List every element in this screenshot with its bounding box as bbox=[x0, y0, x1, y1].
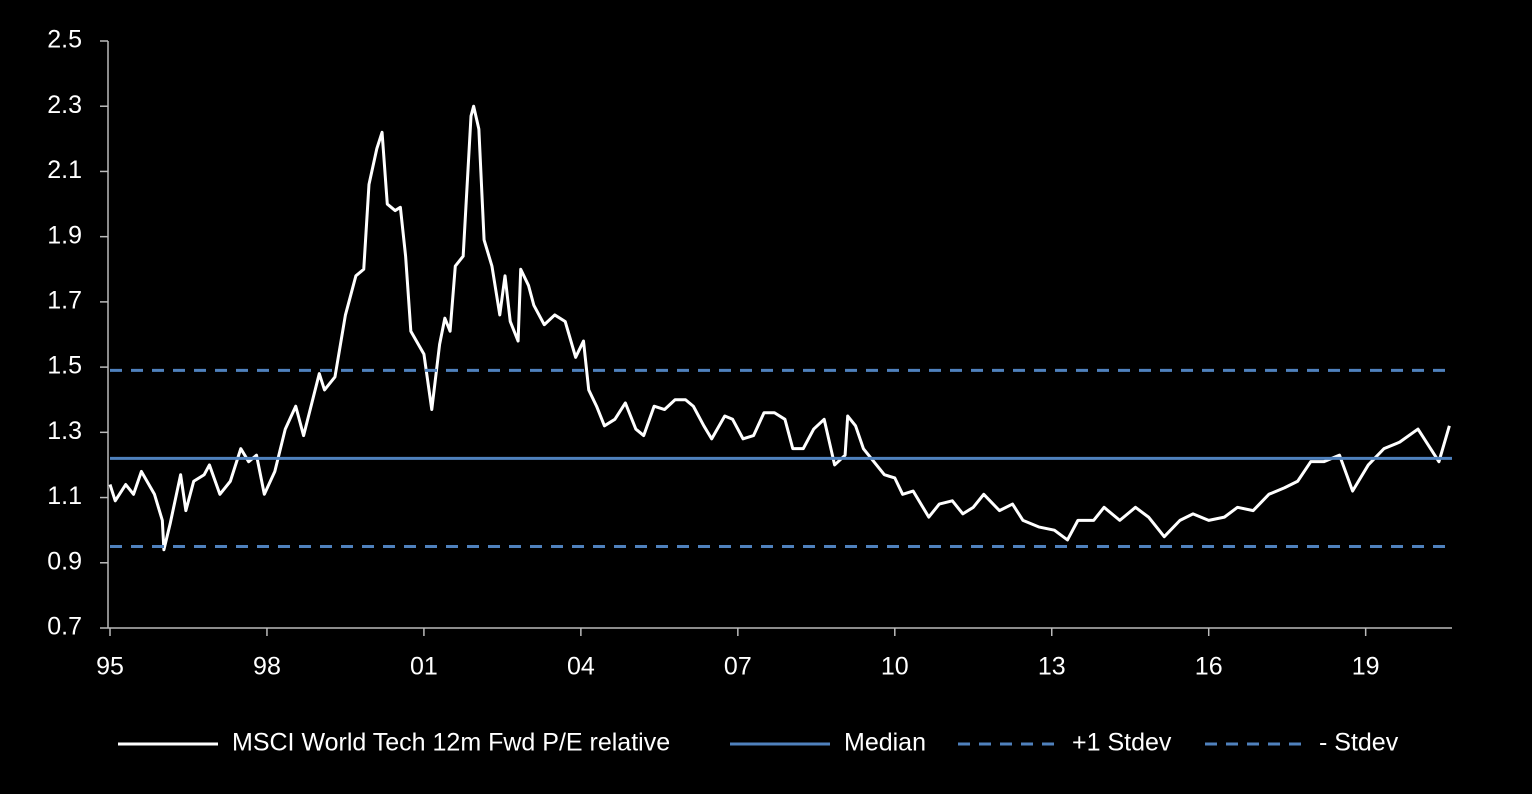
x-tick-label: 19 bbox=[1352, 653, 1380, 681]
legend-label: Median bbox=[844, 729, 926, 757]
x-tick-label: 07 bbox=[724, 653, 752, 681]
x-tick-label: 01 bbox=[410, 653, 438, 681]
y-tick-label: 0.9 bbox=[47, 547, 82, 575]
y-tick-label: 2.1 bbox=[47, 156, 82, 184]
x-tick-label: 10 bbox=[881, 653, 909, 681]
legend-label: MSCI World Tech 12m Fwd P/E relative bbox=[232, 729, 670, 757]
x-tick-label: 98 bbox=[253, 653, 281, 681]
data-line bbox=[108, 104, 1451, 552]
x-tick-label: 95 bbox=[96, 653, 124, 681]
y-tick-label: 1.3 bbox=[47, 417, 82, 445]
y-tick-label: 1.5 bbox=[47, 352, 82, 380]
y-tick-label: 0.7 bbox=[47, 613, 82, 641]
y-tick-label: 1.7 bbox=[47, 286, 82, 314]
y-tick-label: 1.9 bbox=[47, 221, 82, 249]
y-tick-label: 1.1 bbox=[47, 482, 82, 510]
legend-label: - Stdev bbox=[1319, 729, 1399, 757]
y-tick-label: 2.5 bbox=[47, 26, 82, 54]
x-tick-label: 13 bbox=[1038, 653, 1066, 681]
x-tick-label: 16 bbox=[1195, 653, 1223, 681]
legend-label: +1 Stdev bbox=[1072, 729, 1172, 757]
x-tick-label: 04 bbox=[567, 653, 595, 681]
y-tick-label: 2.3 bbox=[47, 91, 82, 119]
